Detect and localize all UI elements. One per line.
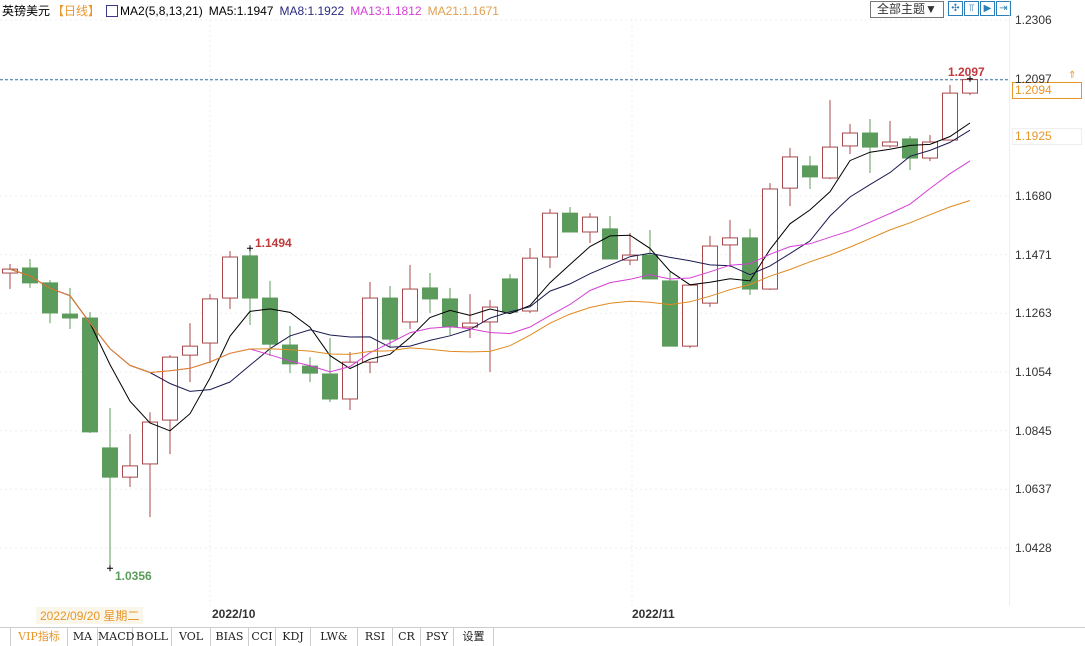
candle-down <box>502 278 518 313</box>
tab-vip[interactable]: VIP指标 <box>11 628 68 646</box>
candle-up <box>582 216 598 233</box>
candle-down <box>422 287 438 300</box>
indicator-tabs: VIP指标 MA MACD BOLL VOL BIAS CCI KDJ LW& … <box>0 627 1085 646</box>
chart-type-icon[interactable] <box>106 4 119 17</box>
tab-kdj[interactable]: KDJ <box>276 628 311 646</box>
candlestick-chart[interactable]: 1.2097 1.1494 1.0356 <box>0 0 1010 606</box>
candle-up <box>482 306 498 323</box>
current-price-tag: 1.2094 <box>1012 82 1082 99</box>
candle-up <box>402 288 418 323</box>
swing-high-label: 1.1494 <box>255 236 292 250</box>
extreme-marker <box>967 75 973 82</box>
candle-down <box>322 373 338 400</box>
tab-cci[interactable]: CCI <box>249 628 276 646</box>
jump-end-icon[interactable]: ⇥ <box>996 1 1011 16</box>
tab-cr[interactable]: CR <box>393 628 421 646</box>
tab-vol[interactable]: VOL <box>172 628 211 646</box>
price-alert-icon[interactable]: ⇑ <box>1068 70 1077 81</box>
ma5-value: MA5:1.1947 <box>208 3 274 18</box>
symbol-name: 英镑美元 <box>2 4 51 18</box>
candle-up <box>162 356 178 421</box>
candle-up <box>822 146 838 179</box>
tab-psy[interactable]: PSY <box>421 628 454 646</box>
candle-up <box>522 257 538 312</box>
candle-up <box>882 141 898 147</box>
candle-down <box>662 280 678 347</box>
price-tick: 1.2097 <box>1015 71 1052 86</box>
low-price-label: 1.0356 <box>115 569 152 583</box>
tab-prev[interactable] <box>0 628 11 646</box>
chart-legend: 英镑美元 【日线】 MA2(5,8,13,21) MA5:1.1947 MA8:… <box>2 2 505 19</box>
price-tick: 1.1263 <box>1015 306 1052 321</box>
candle-down <box>102 447 118 478</box>
ma13-value: MA13:1.1812 <box>350 3 422 18</box>
x-tick-oct: 2022/10 <box>212 607 256 621</box>
tab-macd[interactable]: MACD <box>98 628 134 646</box>
price-tick: 1.0637 <box>1015 482 1052 497</box>
candle-down <box>642 254 658 280</box>
high-price-label: 1.2097 <box>948 65 985 79</box>
candle-down <box>862 132 878 148</box>
tab-lw[interactable]: LW& <box>311 628 358 646</box>
candle-up <box>942 92 958 141</box>
candle-up <box>122 465 138 478</box>
extreme-marker <box>107 565 113 572</box>
candle-up <box>542 212 558 258</box>
zoom-in-icon[interactable]: ⫪ <box>964 1 979 16</box>
candle-up <box>722 237 738 246</box>
price-tick: 1.1680 <box>1015 188 1052 203</box>
candle-down <box>382 297 398 340</box>
price-tick: 1.0428 <box>1015 540 1052 555</box>
candle-down <box>62 313 78 319</box>
ma-group-label[interactable]: MA2(5,8,13,21) <box>120 3 203 18</box>
candle-up <box>202 298 218 344</box>
extreme-marker <box>247 245 253 252</box>
ma8-value: MA8:1.1922 <box>279 3 345 18</box>
candle-up <box>622 254 638 261</box>
price-tick: 1.1054 <box>1015 364 1052 379</box>
candle-up <box>682 284 698 347</box>
candle-up <box>362 297 378 363</box>
candle-down <box>442 298 458 328</box>
cursor-date: 2022/09/20 星期二 <box>36 607 144 624</box>
candle-down <box>262 297 278 345</box>
candle-up <box>182 345 198 356</box>
candle-down <box>22 267 38 284</box>
tab-ma[interactable]: MA <box>68 628 98 646</box>
candle-down <box>242 255 258 299</box>
theme-dropdown[interactable]: 全部主题▼ <box>870 1 944 18</box>
candle-up <box>342 361 358 400</box>
tab-bias[interactable]: BIAS <box>211 628 249 646</box>
ma21-line <box>9 200 971 374</box>
ma8-line <box>9 129 971 392</box>
candle-down <box>902 138 918 159</box>
tab-boll[interactable]: BOLL <box>133 628 172 646</box>
step-forward-icon[interactable]: ▶ <box>980 1 995 16</box>
candle-up <box>782 156 798 189</box>
candle-down <box>802 165 818 178</box>
candle-up <box>2 268 18 274</box>
price-tick: 1.1471 <box>1015 247 1052 262</box>
crosshair-icon[interactable]: ✣ <box>948 1 963 16</box>
ma21-value: MA21:1.1671 <box>427 3 499 18</box>
candle-up <box>142 421 158 465</box>
ma5-line <box>9 122 971 432</box>
candle-down <box>42 282 58 314</box>
price-tick: 1.2306 <box>1015 13 1052 27</box>
x-tick-nov: 2022/11 <box>632 607 675 621</box>
candle-down <box>602 228 618 260</box>
tab-rsi[interactable]: RSI <box>358 628 393 646</box>
candle-down <box>82 317 98 433</box>
price-tick: 1.0845 <box>1015 423 1052 438</box>
candle-up <box>222 256 238 299</box>
price-marker-tag: 1.1925 <box>1012 128 1082 145</box>
tab-settings[interactable]: 设置 <box>454 628 494 646</box>
candle-down <box>562 212 578 233</box>
period-label[interactable]: 【日线】 <box>52 4 101 18</box>
candle-up <box>842 132 858 147</box>
